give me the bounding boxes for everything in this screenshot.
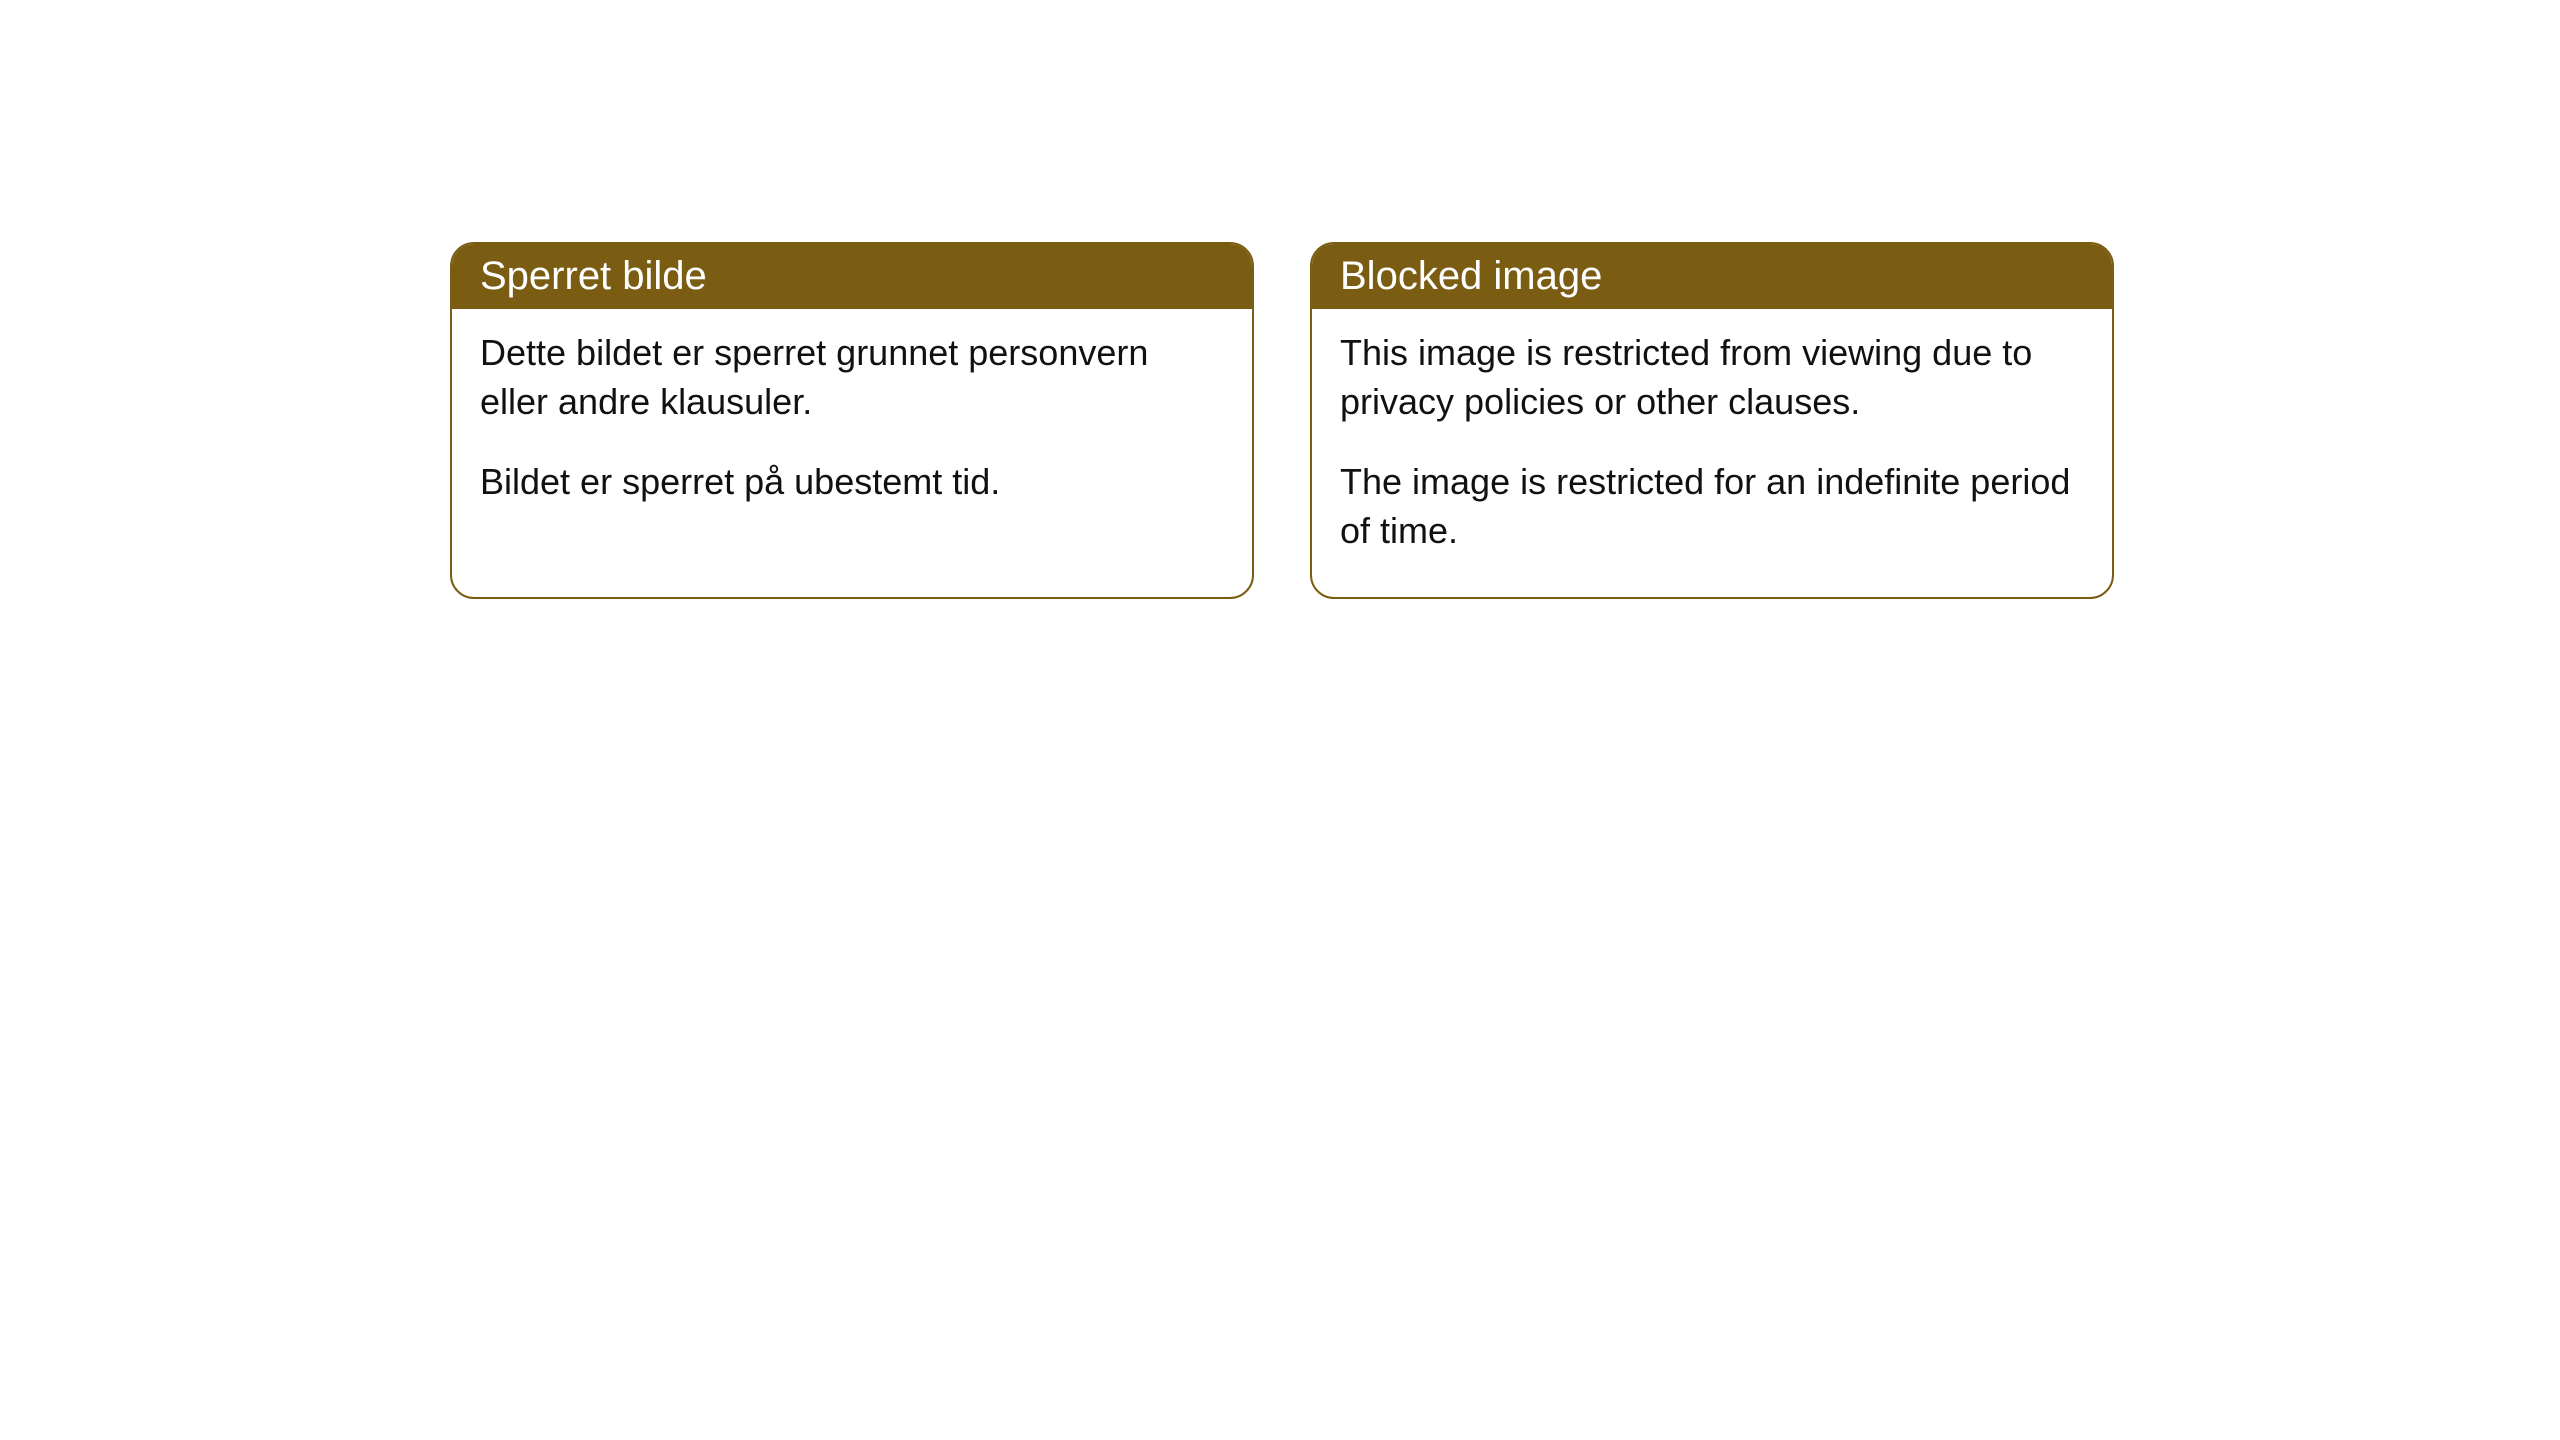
notice-paragraph: This image is restricted from viewing du… [1340,329,2084,426]
card-title: Blocked image [1340,254,1602,298]
notice-card-norwegian: Sperret bilde Dette bildet er sperret gr… [450,242,1254,599]
card-body-norwegian: Dette bildet er sperret grunnet personve… [452,309,1252,549]
notice-paragraph: Bildet er sperret på ubestemt tid. [480,458,1224,507]
card-title: Sperret bilde [480,254,707,298]
notice-container: Sperret bilde Dette bildet er sperret gr… [450,242,2114,599]
card-header-english: Blocked image [1312,244,2112,309]
notice-paragraph: Dette bildet er sperret grunnet personve… [480,329,1224,426]
notice-card-english: Blocked image This image is restricted f… [1310,242,2114,599]
card-header-norwegian: Sperret bilde [452,244,1252,309]
notice-paragraph: The image is restricted for an indefinit… [1340,458,2084,555]
card-body-english: This image is restricted from viewing du… [1312,309,2112,597]
